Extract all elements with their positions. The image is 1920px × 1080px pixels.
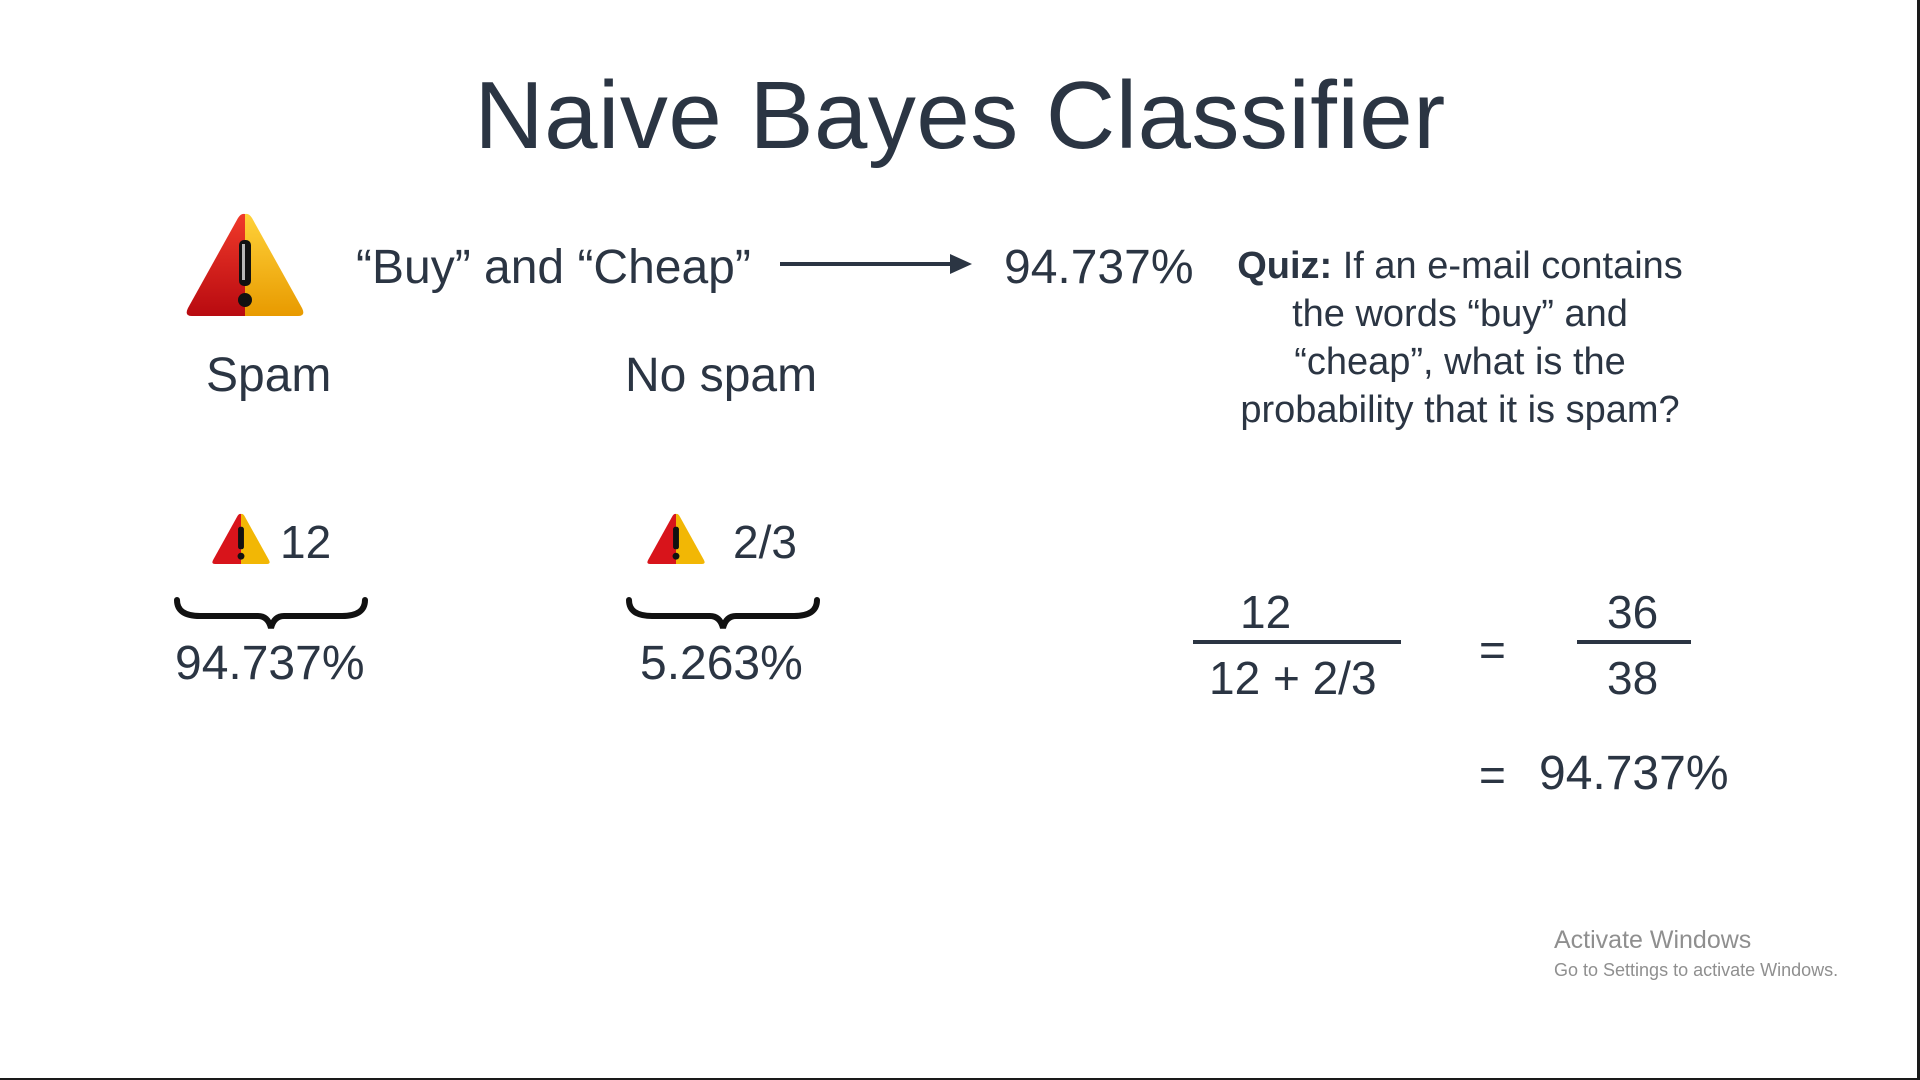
activate-windows-title: Activate Windows [1554,926,1752,954]
no-spam-count: 2/3 [733,516,797,568]
quiz-text: Quiz: If an e-mail contains the words “b… [1220,242,1700,434]
final-result: 94.737% [1539,747,1729,800]
window-edge-bottom [0,1078,1920,1080]
fraction-numerator: 12 [1240,586,1292,638]
no-spam-label: No spam [625,349,818,402]
warning-icon [184,210,306,320]
spam-label: Spam [206,349,332,402]
warning-icon [211,512,271,566]
feature-words: “Buy” and “Cheap” [356,241,751,294]
fraction-bar [1193,640,1401,644]
quiz-question: If an e-mail contains the words “buy” an… [1240,245,1683,431]
rhs-denominator: 38 [1607,652,1659,704]
right-arrow-icon [778,252,974,281]
spam-count: 12 [280,516,332,568]
activate-windows-subtitle: Go to Settings to activate Windows. [1554,960,1839,980]
curly-brace-icon [174,596,368,637]
quiz-label: Quiz: [1237,245,1333,287]
fraction-bar [1577,640,1691,644]
fraction-denominator: 12 + 2/3 [1209,652,1377,704]
spam-percent: 94.737% [175,637,365,690]
curly-brace-icon [626,596,820,637]
result-equals-sign: = [1479,749,1506,801]
window-edge-right [1917,0,1920,1080]
equals-sign: = [1479,624,1506,676]
header-result: 94.737% [1004,241,1194,294]
warning-icon [646,512,706,566]
rhs-numerator: 36 [1607,586,1659,638]
slide-title: Naive Bayes Classifier [474,62,1446,169]
no-spam-percent: 5.263% [640,637,803,690]
